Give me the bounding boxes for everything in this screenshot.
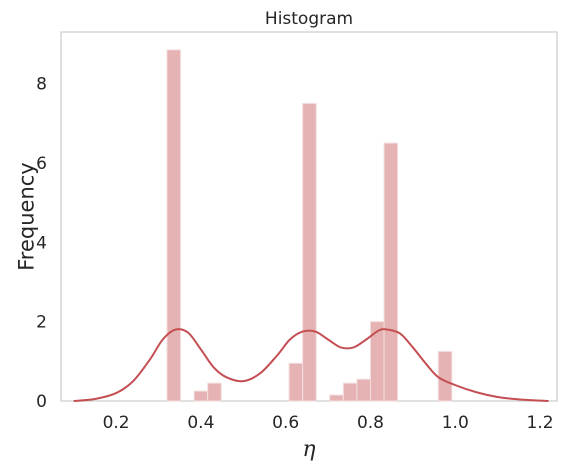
histogram-bar [342, 382, 358, 402]
histogram-bar [329, 394, 344, 402]
histogram-bar [437, 350, 453, 402]
y-tick-label: 6 [36, 154, 47, 174]
y-axis-label: Frequency [14, 162, 38, 271]
bars-layer [166, 49, 453, 402]
y-tick-label: 4 [36, 233, 47, 253]
y-tick-label: 2 [36, 313, 47, 333]
histogram-bar [356, 378, 371, 402]
kde-layer [73, 328, 549, 402]
x-axis-label: η [302, 437, 315, 462]
histogram-bar [302, 102, 317, 402]
x-tick-label: 0.2 [103, 413, 130, 433]
x-axis-ticks: 0.2 0.4 0.6 0.8 1.0 1.2 [103, 413, 554, 433]
x-tick-label: 1.2 [527, 413, 554, 433]
histogram-bar [193, 390, 209, 402]
y-tick-label: 8 [36, 75, 47, 95]
histogram-bar [383, 142, 399, 402]
y-tick-label: 0 [36, 392, 47, 412]
y-axis-ticks: 0 2 4 6 8 [36, 75, 47, 412]
x-tick-label: 0.4 [187, 413, 214, 433]
histogram-bar [166, 49, 182, 402]
x-tick-label: 0.6 [272, 413, 299, 433]
histogram-bar [207, 382, 222, 402]
kde-curve [73, 328, 549, 402]
chart-title: Histogram [265, 9, 353, 29]
x-tick-label: 1.0 [442, 413, 469, 433]
histogram-bar [288, 362, 304, 402]
x-tick-label: 0.8 [357, 413, 384, 433]
